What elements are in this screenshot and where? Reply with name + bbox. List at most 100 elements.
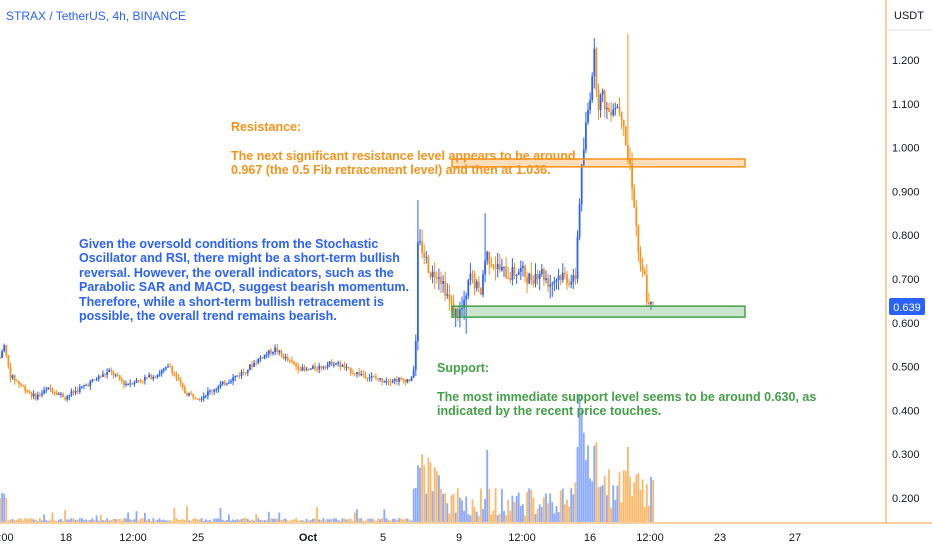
candle-body [335,363,337,365]
candle-body [125,384,127,386]
candle-body [444,281,447,296]
volume-bar [36,520,39,522]
candle-body [593,48,596,77]
candle-body [129,383,132,385]
volume-bar [228,514,230,522]
volume-bar [595,442,598,522]
volume-bar [15,519,18,522]
resistance-note: Resistance: The next significant resista… [231,105,576,192]
volume-bar [74,519,77,522]
candle-body [473,273,476,289]
volume-bar [257,518,260,522]
volume-bar [612,485,615,522]
candle-body [610,111,612,116]
volume-bar [295,518,297,522]
candle-body [24,386,27,392]
candle-body [507,277,510,279]
volume-bar [209,519,211,522]
candle-body [364,375,367,378]
volume-bar [215,518,218,522]
volume-bar [49,519,52,522]
volume-bar [93,520,96,522]
analysis-text: Given the oversold conditions from the S… [79,236,409,324]
candle-body [492,265,495,268]
candle-body [417,242,419,341]
candle-body [9,366,12,379]
volume-bar [643,506,646,522]
volume-bar [351,520,354,522]
candle-body [278,350,281,353]
volume-bar [91,518,94,522]
candle-body [618,106,621,112]
candle-body [51,388,54,393]
candle-body [53,392,56,394]
volume-bar [81,518,83,522]
candle-body [347,366,350,368]
volume-bar [435,471,438,522]
candle-body [192,393,195,398]
volume-bar [288,520,291,522]
candle-body [337,362,339,364]
volume-bar [238,519,241,522]
volume-bar [517,492,520,522]
volume-bar [179,519,182,522]
symbol-title[interactable]: STRAX / TetherUS, 4h, BINANCE [6,9,186,23]
volume-bar [270,518,272,522]
candle-body [78,387,81,393]
candle-body [532,280,535,284]
candle-body [624,126,627,145]
volume-bar [648,505,650,522]
volume-bar [606,495,608,522]
support-zone[interactable] [451,305,746,318]
volume-bar [240,518,243,522]
candle-body [637,225,640,253]
candle-body [221,381,224,384]
candle-body [540,269,543,275]
candle-body [251,364,253,367]
volume-bar [551,502,554,522]
candle-body [181,383,184,388]
candle-body [377,378,379,380]
candle-body [194,397,197,399]
candle-body [165,367,167,369]
resistance-zone[interactable] [451,158,746,168]
candle-body [198,399,201,401]
candle-body [496,263,499,269]
volume-bar [580,410,583,522]
volume-bar [137,520,140,522]
candle-body [463,299,465,308]
volume-bar [509,510,512,522]
candle-body [322,367,325,369]
candle-body [146,376,148,378]
candle-body [419,241,421,243]
volume-bar [540,506,543,522]
candle-body [152,377,155,380]
candle-body [650,301,652,305]
volume-bar [314,518,316,522]
volume-bar [18,518,20,522]
volume-bar [202,520,205,522]
candle-body [627,144,629,160]
volume-bar [135,511,138,522]
candle-body [345,366,348,368]
volume-bar [467,514,470,522]
volume-bar [133,519,136,522]
candle-body [171,367,174,374]
candle-body [230,381,232,383]
candle-body [641,265,644,271]
volume-bar [223,520,226,522]
candle-body [74,390,77,393]
volume-bar [408,519,411,522]
volume-bar [444,493,447,522]
currency-label[interactable]: USDT [894,10,924,22]
candle-body [526,276,528,284]
candle-body [402,378,405,380]
volume-bar [354,512,356,522]
volume-bar [477,515,480,522]
volume-bar [152,518,155,522]
volume-bar [148,518,150,522]
candle-body [307,369,310,371]
volume-bar [1,492,3,522]
candle-body [207,391,209,396]
